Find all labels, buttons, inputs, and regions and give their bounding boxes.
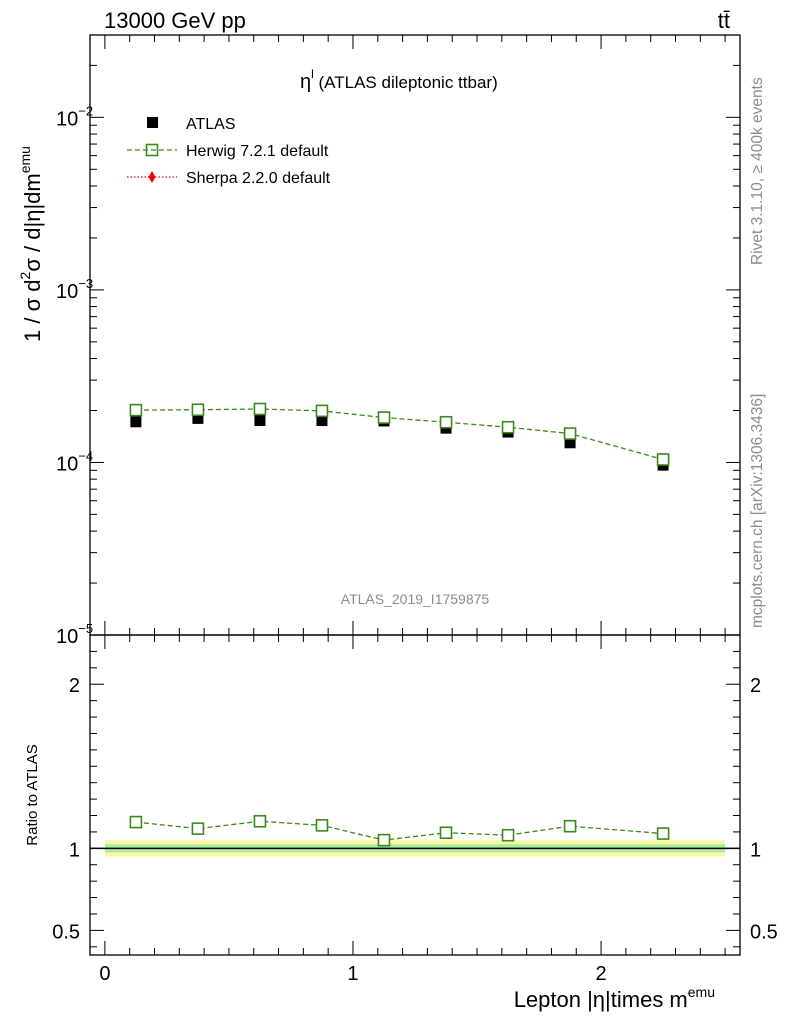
herwig-ratio-point — [129, 815, 143, 829]
ratio-ytick-labels: 0.5 0.5 1 1 2 2 — [52, 675, 778, 943]
ratio-ytick-label-right: 0.5 — [750, 921, 778, 943]
herwig-point — [501, 420, 515, 434]
energy-label: 13000 GeV pp — [104, 8, 246, 33]
main-ytick-labels: 10−2 10−3 10−4 10−5 — [56, 103, 93, 648]
analysis-watermark: ATLAS_2019_I1759875 — [341, 591, 490, 607]
legend-herwig-marker — [145, 143, 159, 157]
ylabel-part2: σ / d|η|dm — [20, 173, 45, 271]
ylabel-sup1: 2 — [17, 271, 33, 279]
ratio-ytick-label-left: 0.5 — [52, 921, 80, 943]
atlas-point — [254, 415, 266, 427]
ratio-ytick-label-left: 1 — [69, 839, 80, 861]
ratio-uncertainty-band — [90, 840, 740, 857]
atlas-point — [130, 416, 142, 428]
herwig-ratio-point — [377, 833, 391, 847]
legend-sherpa-marker — [148, 171, 156, 183]
herwig-point — [191, 403, 205, 417]
ratio-ytick-label-left: 2 — [69, 675, 80, 697]
main-ytick-label: 10−2 — [56, 103, 93, 130]
main-y-axis-label: 1 / σ d2σ / d|η|dmemu — [17, 146, 45, 342]
herwig-ratio-point — [439, 826, 453, 840]
herwig-point — [439, 415, 453, 429]
herwig-point — [129, 403, 143, 417]
herwig-ratio-point — [563, 819, 577, 833]
herwig-point — [315, 404, 329, 418]
x-tick-label: 2 — [596, 963, 607, 985]
legend-herwig-label: Herwig 7.2.1 default — [186, 143, 329, 160]
atlas-point — [564, 437, 576, 449]
herwig-ratio-point — [656, 827, 670, 840]
legend-entry-atlas: ATLAS — [147, 116, 236, 133]
herwig-ratio-point — [253, 814, 267, 828]
herwig-ratio-point — [315, 819, 329, 832]
herwig-point — [377, 411, 391, 424]
title-rest: (ATLAS dileptonic ttbar) — [314, 73, 498, 92]
atlas-point — [192, 412, 204, 424]
main-data-layer — [129, 402, 670, 471]
legend: ATLAS Herwig 7.2.1 default Sherpa 2.2.0 … — [127, 116, 331, 187]
x-tick-label: 1 — [347, 963, 358, 985]
herwig-point — [253, 402, 267, 416]
title-eta: η — [300, 71, 311, 93]
herwig-ratio-line — [135, 820, 664, 841]
title-sup: l — [311, 67, 314, 81]
atlas-point — [316, 415, 328, 427]
main-ytick-label: 10−3 — [56, 276, 93, 303]
legend-sherpa-label: Sherpa 2.2.0 default — [186, 170, 331, 187]
herwig-point — [563, 427, 577, 440]
legend-atlas-marker — [147, 117, 158, 128]
herwig-ratio-point — [191, 822, 205, 835]
main-ytick-label: 10−4 — [56, 448, 93, 475]
mcplots-label: mcplots.cern.ch [arXiv:1306.3436] — [749, 394, 766, 628]
main-ytick-label: 10−5 — [56, 621, 93, 648]
ylabel-part1: 1 / σ d — [20, 279, 45, 342]
process-label: tt̄ — [718, 8, 730, 33]
xlabel-text: Lepton |η|times m — [514, 987, 688, 1012]
legend-entry-herwig: Herwig 7.2.1 default — [127, 143, 329, 160]
ratio-ytick-label-right: 1 — [750, 839, 761, 861]
legend-atlas-label: ATLAS — [186, 116, 236, 133]
x-axis-label: Lepton |η|times memu — [514, 984, 715, 1012]
herwig-point — [656, 453, 670, 466]
ratio-panel: 0.5 0.5 1 1 2 2 0 1 2 Ratio to ATLAS Lepton |η|… — [24, 634, 778, 1012]
plot-title: ηl (ATLAS dileptonic ttbar) — [300, 67, 498, 93]
x-tick-labels: 0 1 2 — [99, 963, 606, 985]
legend-entry-sherpa: Sherpa 2.2.0 default — [127, 170, 331, 187]
rivet-label: Rivet 3.1.10, ≥ 400k events — [749, 77, 766, 265]
ylabel-sup2: emu — [17, 146, 33, 173]
ratio-frame — [89, 634, 741, 956]
ratio-ytick-label-right: 2 — [750, 675, 761, 697]
xlabel-sup: emu — [688, 984, 715, 1000]
ratio-y-axis-label: Ratio to ATLAS — [24, 744, 41, 845]
herwig-line — [135, 408, 664, 461]
main-panel: ηl (ATLAS dileptonic ttbar) ATLAS_2019_I… — [17, 34, 741, 648]
ratio-data-layer — [129, 814, 670, 847]
x-tick-label: 0 — [99, 963, 110, 985]
ratio-ticks — [90, 635, 740, 955]
herwig-ratio-point — [501, 828, 515, 842]
